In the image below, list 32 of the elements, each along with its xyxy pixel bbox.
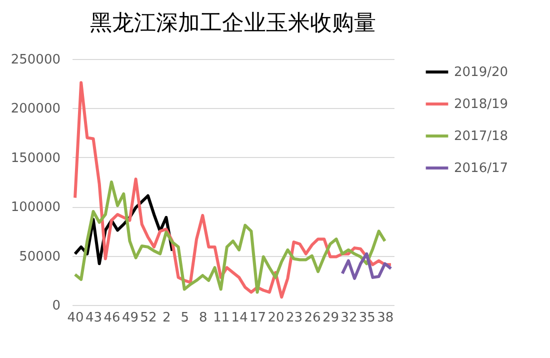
- x-tick-label: 8: [198, 310, 208, 326]
- y-tick-label: 100000: [10, 200, 60, 216]
- x-tick-label: 11: [213, 310, 230, 326]
- legend-label: 2017/18: [454, 129, 508, 144]
- x-tick-label: 43: [85, 310, 102, 326]
- x-tick-label: 2: [162, 310, 171, 326]
- x-tick-label: 38: [377, 310, 394, 326]
- chart-title: 黑龙江深加工企业玉米收购量: [90, 10, 376, 35]
- x-tick-label: 26: [304, 310, 321, 326]
- x-tick-label: 20: [268, 310, 284, 326]
- x-tick-label: 17: [250, 310, 266, 326]
- legend-label: 2018/19: [454, 97, 508, 112]
- y-tick-label: 0: [52, 298, 60, 314]
- x-tick-label: 52: [140, 310, 157, 326]
- y-tick-label: 150000: [10, 150, 60, 166]
- y-tick-label: 250000: [10, 52, 60, 68]
- x-tick-label: 49: [122, 310, 138, 326]
- legend-label: 2019/20: [454, 65, 508, 80]
- x-tick-label: 32: [340, 310, 358, 326]
- x-tick-label: 46: [104, 310, 120, 326]
- line-series: [74, 81, 392, 299]
- line-series: [74, 180, 386, 294]
- x-tick-label: 14: [231, 310, 248, 326]
- line-series: [340, 252, 392, 280]
- x-tick-label: 29: [322, 310, 339, 326]
- y-tick-label: 200000: [10, 102, 60, 117]
- x-tick-label: 5: [180, 310, 190, 326]
- x-tick-label: 23: [286, 310, 303, 326]
- x-tick-label: 40: [67, 310, 84, 326]
- y-tick-label: 50000: [19, 249, 60, 264]
- legend-label: 2016/17: [454, 161, 508, 176]
- x-tick-label: 35: [358, 310, 376, 326]
